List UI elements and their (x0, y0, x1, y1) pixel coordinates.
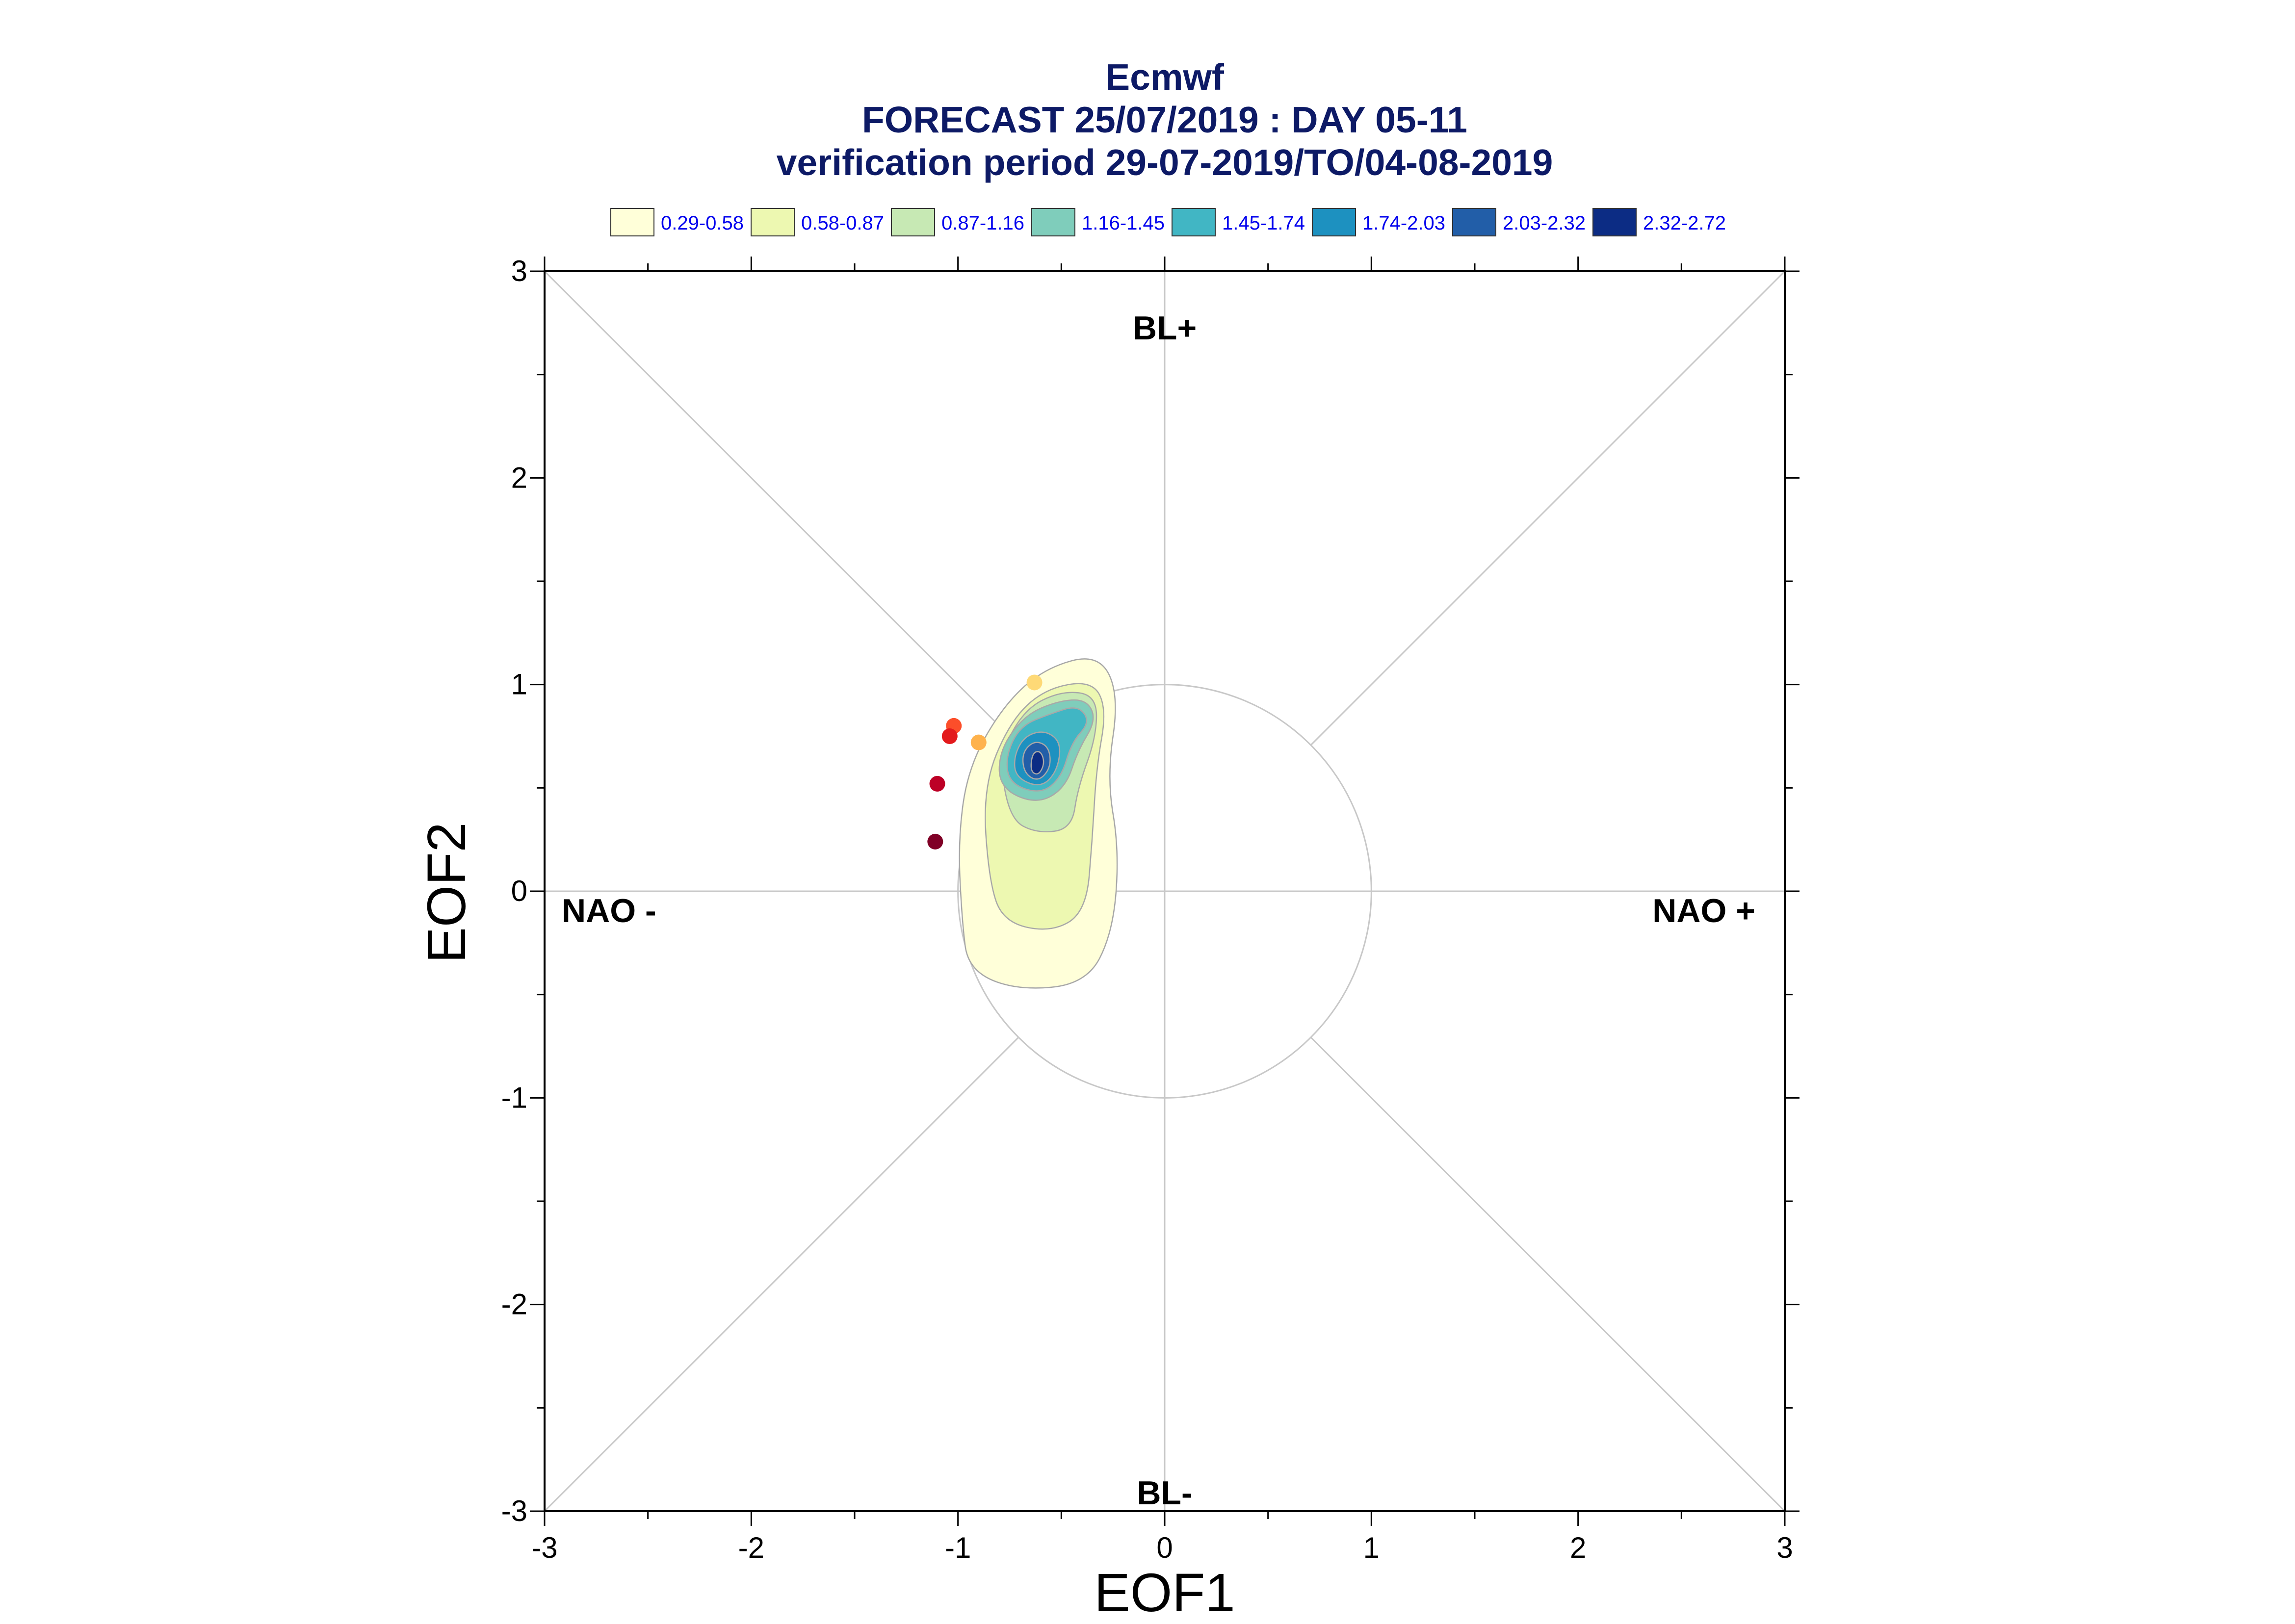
legend-swatch (891, 208, 935, 236)
scatter-point-5 (929, 775, 945, 792)
legend-swatch (751, 208, 795, 236)
legend-label: 0.87-1.16 (941, 212, 1024, 234)
scatter-point-6 (927, 833, 943, 850)
legend-swatch (1031, 208, 1075, 236)
legend-label: 1.74-2.03 (1362, 212, 1445, 234)
scatter-points (927, 674, 1043, 850)
x-tick-label: 0 (1156, 1531, 1173, 1564)
y-tick-label: 3 (511, 255, 527, 287)
y-tick-label: 2 (511, 461, 527, 494)
legend-swatch (1592, 208, 1637, 236)
density-contour-level-8 (1030, 751, 1044, 775)
tick-labels: -3 -2 -1 0 1 2 3 -3 -2 -1 0 1 2 3 (501, 255, 1793, 1564)
region-label-top: BL+ (1133, 309, 1197, 347)
legend-swatch (1452, 208, 1496, 236)
legend-swatch (610, 208, 654, 236)
chart-title-line3: verification period 29-07-2019/TO/04-08-… (777, 142, 1553, 183)
guide-diagonal-sw (544, 1036, 1019, 1512)
x-axis-title: EOF1 (1094, 1563, 1235, 1623)
guide-diagonal-nw (544, 270, 1019, 746)
x-tick-label: 1 (1363, 1531, 1380, 1564)
x-tick-label: 3 (1776, 1531, 1793, 1564)
chart-title-line2: FORECAST 25/07/2019 : DAY 05-11 (862, 99, 1467, 140)
y-tick-label: 0 (511, 875, 527, 907)
region-label-right: NAO + (1652, 892, 1755, 929)
plot-frame (530, 257, 1799, 1526)
unit-circle (957, 684, 1372, 1099)
chart-title-line1: Ecmwf (1105, 56, 1225, 98)
guide-diagonal-ne (1310, 270, 1786, 746)
scatter-point-4 (941, 728, 958, 744)
legend: 0.29-0.58 0.58-0.87 0.87-1.16 1.16-1.45 1.45… (610, 208, 1726, 236)
y-tick-label: -3 (501, 1495, 527, 1527)
plot-guides (544, 270, 1786, 1512)
region-label-left: NAO - (562, 892, 656, 929)
y-axis-title: EOF2 (417, 822, 477, 963)
y-tick-label: 1 (511, 668, 527, 701)
y-tick-label: -1 (501, 1081, 527, 1114)
scatter-point-1 (1026, 674, 1043, 691)
legend-label: 0.58-0.87 (801, 212, 884, 234)
density-contours (959, 658, 1118, 989)
guide-diagonal-se (1310, 1036, 1786, 1512)
y-tick-label: -2 (501, 1288, 527, 1321)
x-tick-label: -1 (945, 1531, 971, 1564)
legend-label: 1.16-1.45 (1082, 212, 1165, 234)
legend-label: 0.29-0.58 (661, 212, 744, 234)
x-tick-label: 2 (1570, 1531, 1586, 1564)
x-tick-label: -2 (738, 1531, 764, 1564)
legend-label: 1.45-1.74 (1222, 212, 1305, 234)
region-label-bottom: BL- (1137, 1474, 1192, 1512)
legend-swatch (1172, 208, 1216, 236)
legend-label: 2.03-2.32 (1503, 212, 1586, 234)
legend-label: 2.32-2.72 (1643, 212, 1726, 234)
legend-swatch (1312, 208, 1356, 236)
scatter-point-2 (970, 734, 987, 750)
x-tick-label: -3 (531, 1531, 557, 1564)
